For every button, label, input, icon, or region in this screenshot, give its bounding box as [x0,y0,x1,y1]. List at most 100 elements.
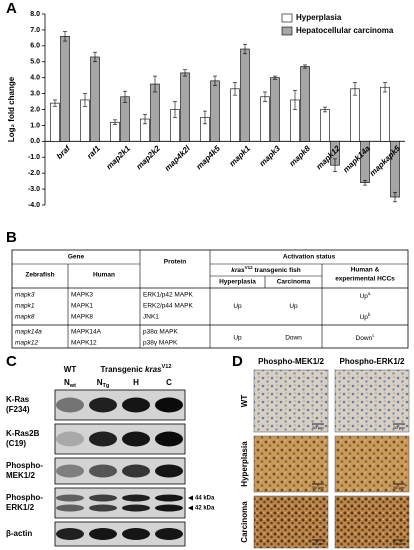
lane-label-part: N [97,378,103,387]
error-bar [273,75,277,80]
error-bar [113,119,117,125]
table-header: Gene [68,254,85,261]
table-cell-part: Up [360,314,369,321]
table-cell-part: b [368,312,371,317]
table-header: Human [93,272,115,279]
legend-label: Hyperplasia [296,13,342,22]
y-axis-label: Log₂ fold change [7,76,16,142]
error-bar [383,82,387,93]
error-bar [333,158,337,172]
ihc-image [334,495,410,549]
panel-label: B [6,229,17,246]
panel-label: C [6,353,17,370]
error-bar [143,113,147,125]
x-tick-label: map4k5 [194,143,222,171]
y-tick-label: 0.0 [30,138,40,145]
blot-band [155,494,183,502]
marker-label: 44 kDa [195,496,215,502]
blot-band [155,464,183,478]
blot-row-label: K-Ras2B [6,429,40,438]
error-bar [183,69,187,77]
x-tick-label: mapk1 [228,143,253,168]
lane-label: Nwt [64,378,76,389]
blot-band [56,397,84,413]
x-tick-label: mapk3 [258,143,283,168]
legend-swatch [281,13,293,23]
blot-band [89,494,117,502]
lane-label: C [166,378,172,387]
table-cell: p38α MAPK [143,329,178,336]
table-header-part: kras [231,267,245,274]
error-bar [93,51,97,63]
y-tick-label: 8.0 [30,11,40,18]
panel-label: D [232,353,243,370]
bar [110,121,120,142]
table-header-part: transgenic fish [253,267,301,274]
error-bar [233,82,237,96]
table-cell: Down [285,335,302,342]
table-header: Zebrafish [25,272,54,279]
ihc-image [334,369,410,433]
blot-band [155,504,183,512]
table-cell: ERK1/p42 MAPK [143,292,194,299]
table-cell: Up [233,335,242,342]
bar [210,80,220,142]
blot-band [56,504,84,512]
blot-band [122,464,150,478]
blot-row-label: MEK1/2 [6,471,35,480]
table-cell-part: Up [360,293,369,300]
blot-band [89,464,117,478]
table-cell-part: c [372,333,375,338]
table-header: krasV12 transgenic fish [231,265,301,274]
error-bar [83,93,87,107]
lane-label-part: C [166,378,172,387]
table-header: Carcinoma [277,279,311,286]
blot-header: WT [64,365,77,374]
error-bar [243,43,247,55]
blot-row-label: (C19) [6,439,26,448]
table-cell: ERK2/p44 MAPK [143,303,194,310]
y-tick-label: 1.0 [30,122,40,129]
ihc-column-label: Phospho-ERK1/2 [340,357,405,366]
marker-arrow [188,495,193,501]
lane-label: H [133,378,139,387]
table-cell: p38γ MAPK [143,340,178,347]
error-bar [153,75,157,93]
blot-header-part: V12 [161,364,171,370]
blot-header: Transgenic krasV12 [101,364,172,374]
blot-band [56,464,84,478]
table-cell: JNK1 [143,314,159,321]
blot-band [122,397,150,413]
y-tick-label: 5.0 [30,59,40,66]
x-tick-label: map2k2 [134,143,162,171]
error-bar [173,101,177,118]
bar [260,96,270,142]
bar [350,88,360,142]
blot-row-label: Phospho- [6,493,43,502]
lane-label-part: Tg [102,383,109,389]
blot-row-label: K-Ras [6,395,30,404]
lane-label-part: H [133,378,139,387]
bar [90,56,100,142]
blot-band [89,528,117,540]
bar [230,88,240,142]
y-tick-label: -1.0 [28,154,40,161]
y-tick-label: 6.0 [30,43,40,50]
blot-band [56,528,84,540]
scale-bar-label: 50 μm [312,541,324,546]
ihc-row-label: Hyperplasia [240,441,249,487]
error-bar [53,99,57,107]
blot-row-label: β-actin [6,529,32,538]
y-tick-label: 3.0 [30,90,40,97]
blot-band [56,431,84,447]
scale-bar-label: 50 μm [312,425,324,430]
ihc-image [253,369,329,433]
table-cell: MAPK14A [71,329,102,336]
bar [150,83,160,142]
error-bar [203,110,207,125]
error-bar [263,91,267,102]
lane-label-part: N [64,378,70,387]
ihc-row-label: WT [240,395,249,408]
ihc-image [253,435,329,493]
table-cell: mapk8 [15,314,35,321]
